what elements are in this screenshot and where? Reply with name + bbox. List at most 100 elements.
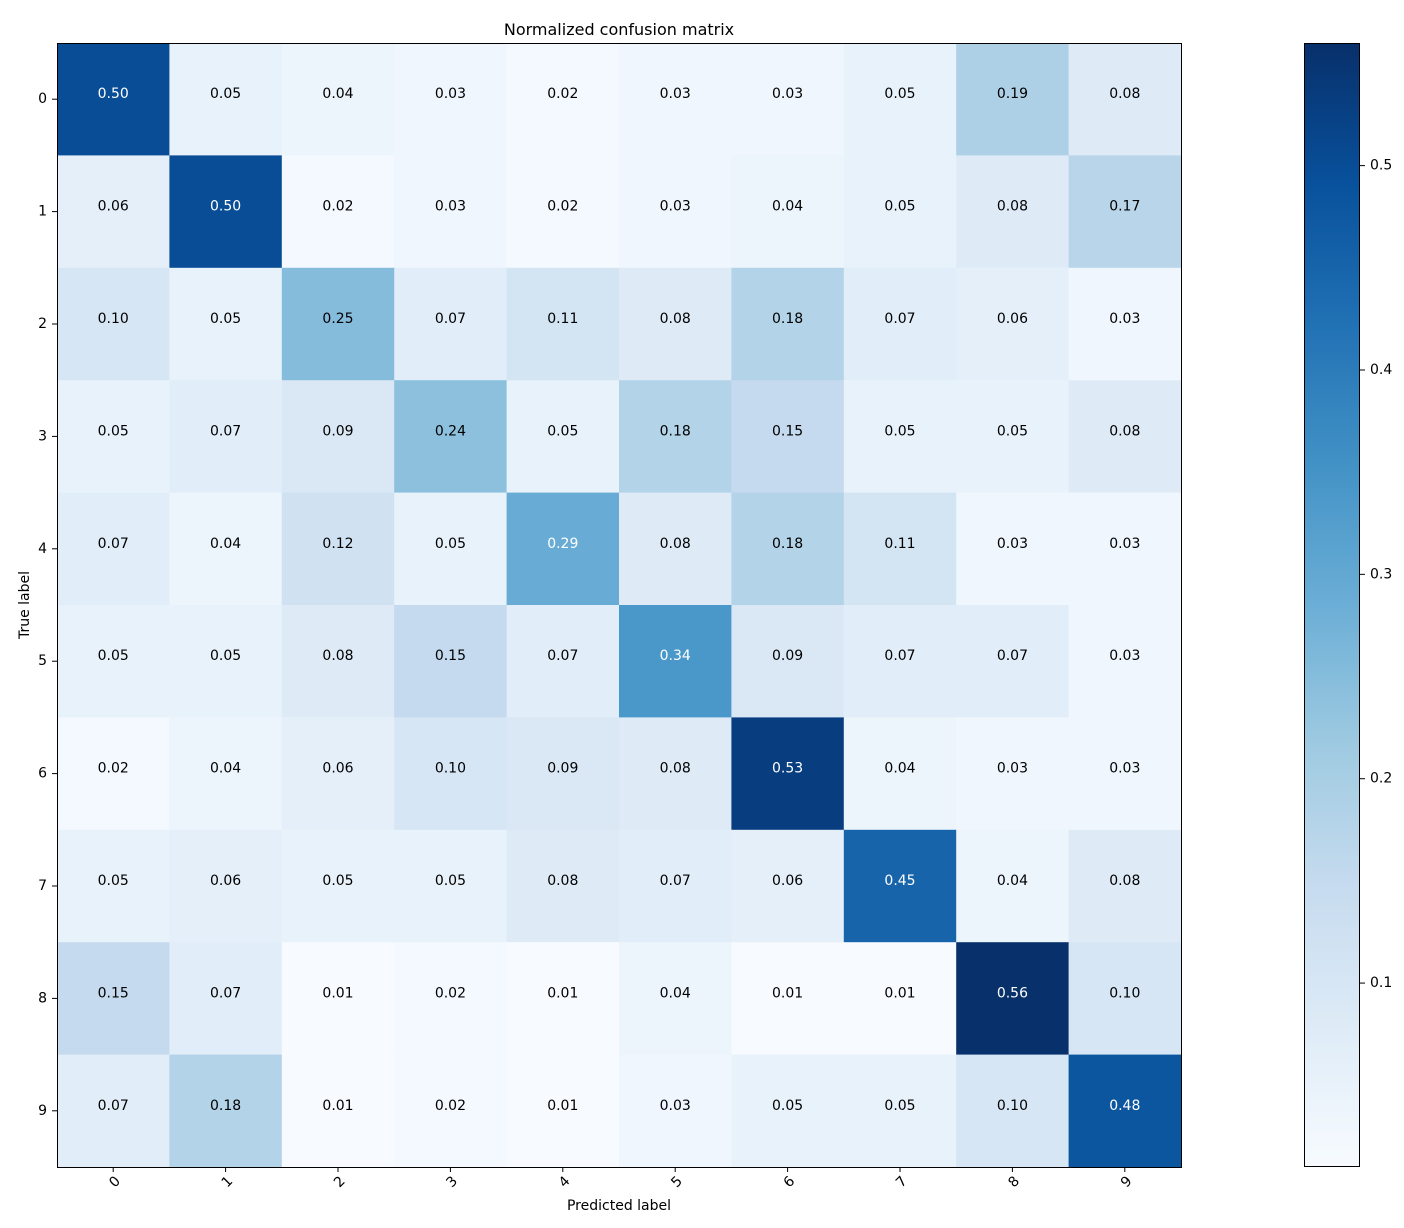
cell-value-label: 0.08 [547,873,578,889]
y-tick-label: 8 [38,990,47,1006]
heatmap-cell [956,829,1070,943]
cell-value-label: 0.07 [98,1098,129,1114]
heatmap-cell [506,492,620,606]
cell-value-label: 0.15 [98,985,129,1001]
heatmap-cell [956,43,1070,156]
cell-value-label: 0.02 [322,199,353,215]
cell-value-label: 0.05 [884,199,915,215]
heatmap-cell [57,267,170,381]
heatmap-cell [169,155,283,269]
heatmap-cell [281,492,395,606]
cell-value-label: 0.25 [322,311,353,327]
cell-value-label: 0.06 [772,873,803,889]
x-tick-label: 3 [443,1173,461,1191]
y-tick-label: 1 [38,204,47,220]
heatmap-cell [956,267,1070,381]
heatmap-cell [57,492,170,606]
heatmap-cell [394,829,508,943]
cell-value-label: 0.07 [884,311,915,327]
heatmap-cell [57,155,170,269]
heatmap-cell [169,1054,283,1168]
heatmap-cell [506,155,620,269]
x-tick-label: 5 [668,1173,686,1191]
heatmap-cell [506,380,620,494]
y-axis-ticks: 0 1 2 3 4 5 6 7 8 9 [38,91,57,1119]
chart-title: Normalized confusion matrix [504,20,734,39]
heatmap-cell-labels: 0.50 0.05 0.04 0.03 0.02 0.03 0.03 0.05 0.19 0.08… [98,86,1141,1114]
y-tick-label: 6 [38,766,47,782]
heatmap-cell [1068,43,1182,156]
x-tick-label: 9 [1118,1173,1136,1191]
heatmap-cell [394,267,508,381]
heatmap-cell [1068,605,1182,718]
heatmap-cell [169,605,283,718]
heatmap-cell [843,43,957,156]
cell-value-label: 0.03 [997,536,1028,552]
heatmap-cell [281,829,395,943]
cell-value-label: 0.06 [997,311,1028,327]
heatmap-cell [394,605,508,718]
cell-value-label: 0.07 [997,648,1028,664]
cell-value-label: 0.02 [547,199,578,215]
heatmap-cell [394,43,508,156]
cell-value-label: 0.10 [435,761,466,777]
x-tick-label: 2 [331,1173,349,1191]
cell-value-label: 0.04 [772,199,803,215]
heatmap-cell [506,43,620,156]
cell-value-label: 0.18 [772,536,803,552]
colorbar-ticks: 0.1 0.2 0.3 0.4 0.5 [1360,158,1392,991]
heatmap-cell [843,829,957,943]
y-tick-label: 3 [38,428,47,444]
cell-value-label: 0.18 [772,311,803,327]
heatmap-cell [731,43,845,156]
cell-value-label: 0.05 [322,873,353,889]
cell-value-label: 0.09 [772,648,803,664]
cell-value-label: 0.07 [660,873,691,889]
cell-value-label: 0.53 [772,761,803,777]
heatmap-cell [619,942,732,1056]
y-axis-label: True label [17,571,33,640]
cell-value-label: 0.06 [210,873,241,889]
heatmap-cell [281,942,395,1056]
cell-value-label: 0.08 [660,761,691,777]
x-axis-label: Predicted label [567,1198,671,1214]
heatmap-cell [843,380,957,494]
heatmap-cell [731,717,845,831]
cell-value-label: 0.05 [884,423,915,439]
heatmap-cell [57,717,170,831]
cell-value-label: 0.02 [98,761,129,777]
cell-value-label: 0.03 [1109,648,1140,664]
colorbar-tick-label: 0.2 [1370,771,1392,787]
x-tick-label: 0 [106,1173,124,1191]
heatmap-cell [619,829,732,943]
cell-value-label: 0.04 [210,761,241,777]
heatmap-cell [57,942,170,1056]
heatmap-cell [394,717,508,831]
heatmap-cell [843,717,957,831]
cell-value-label: 0.03 [772,86,803,102]
cell-value-label: 0.07 [435,311,466,327]
cell-value-label: 0.08 [997,199,1028,215]
heatmap-cell [281,380,395,494]
heatmap-cell [1068,380,1182,494]
heatmap-cell [57,605,170,718]
cell-value-label: 0.11 [884,536,915,552]
cell-value-label: 0.01 [322,1098,353,1114]
cell-value-label: 0.03 [435,199,466,215]
cell-value-label: 0.10 [1109,985,1140,1001]
cell-value-label: 0.05 [98,873,129,889]
cell-value-label: 0.08 [1109,423,1140,439]
cell-value-label: 0.04 [884,761,915,777]
heatmap-cell [169,267,283,381]
x-tick-label: 7 [893,1173,911,1191]
cell-value-label: 0.18 [210,1098,241,1114]
heatmap-cells [57,43,1182,1168]
heatmap-cell [281,43,395,156]
heatmap-cell [169,492,283,606]
cell-value-label: 0.06 [98,199,129,215]
cell-value-label: 0.11 [547,311,578,327]
heatmap-cell [57,1054,170,1168]
y-tick-label: 4 [38,541,47,557]
cell-value-label: 0.15 [772,423,803,439]
cell-value-label: 0.04 [322,86,353,102]
